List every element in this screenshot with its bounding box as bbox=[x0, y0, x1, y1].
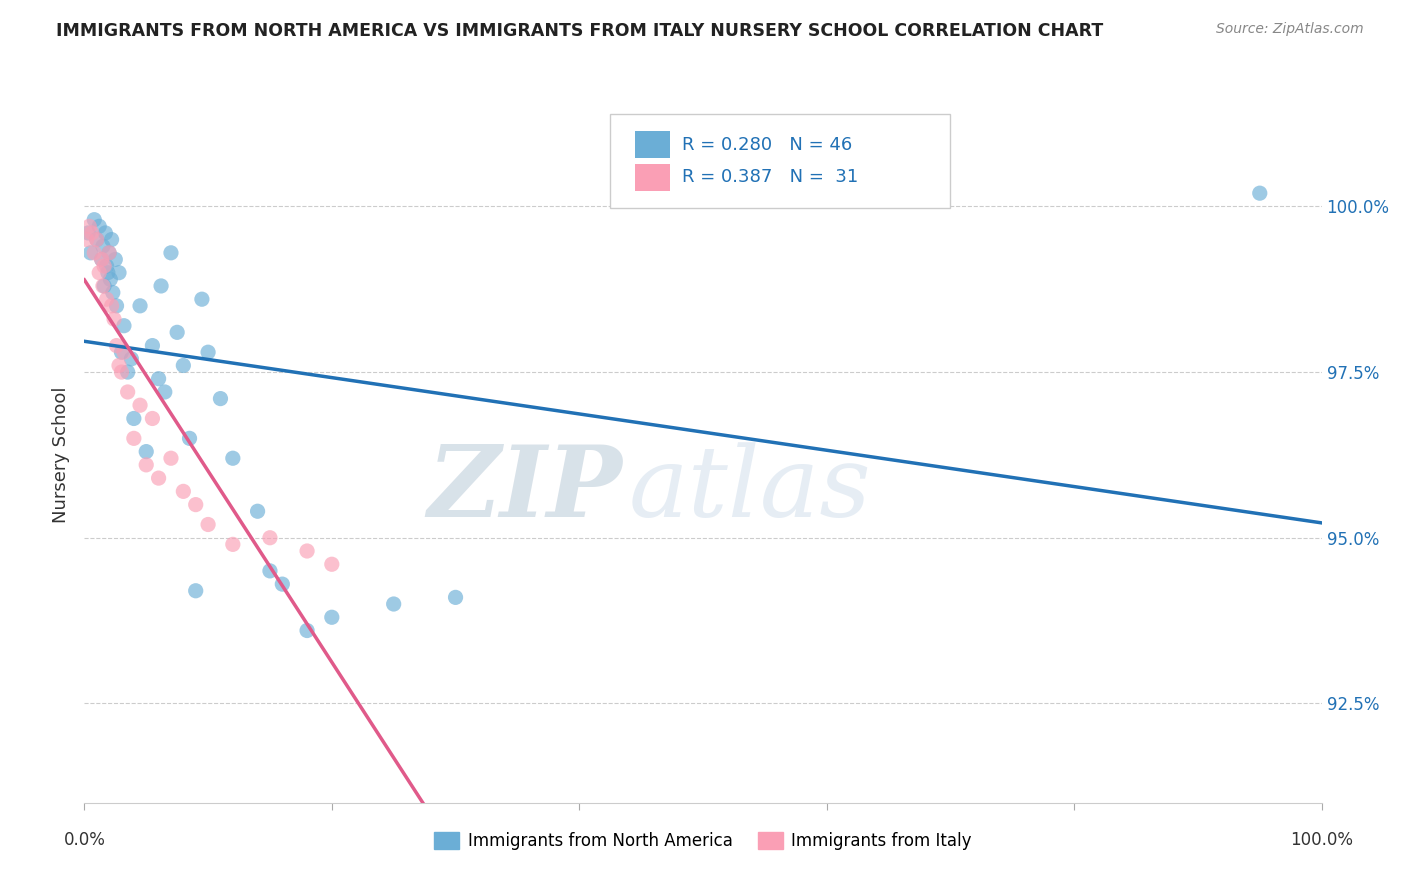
Immigrants from North America bbox=[246, 504, 269, 518]
Immigrants from Italy bbox=[98, 245, 121, 260]
Immigrants from Italy bbox=[122, 431, 145, 445]
Immigrants from Italy bbox=[100, 299, 122, 313]
Immigrants from North America bbox=[101, 285, 124, 300]
Immigrants from Italy bbox=[86, 233, 108, 247]
Immigrants from North America bbox=[259, 564, 281, 578]
Immigrants from Italy bbox=[141, 411, 163, 425]
Immigrants from North America bbox=[179, 431, 201, 445]
Immigrants from Italy bbox=[89, 266, 111, 280]
Text: R = 0.280   N = 46: R = 0.280 N = 46 bbox=[682, 136, 852, 153]
Immigrants from Italy bbox=[135, 458, 157, 472]
Immigrants from North America bbox=[197, 345, 219, 359]
Immigrants from Italy bbox=[259, 531, 281, 545]
Immigrants from Italy bbox=[76, 233, 98, 247]
Immigrants from North America bbox=[112, 318, 135, 333]
Immigrants from Italy bbox=[184, 498, 207, 512]
Immigrants from Italy bbox=[105, 338, 128, 352]
Immigrants from Italy bbox=[110, 365, 132, 379]
Immigrants from Italy bbox=[129, 398, 152, 412]
FancyBboxPatch shape bbox=[610, 114, 950, 208]
Immigrants from North America bbox=[166, 326, 188, 340]
Text: R = 0.387   N =  31: R = 0.387 N = 31 bbox=[682, 169, 858, 186]
Immigrants from North America bbox=[271, 577, 294, 591]
Immigrants from North America bbox=[89, 219, 111, 234]
Immigrants from Italy bbox=[93, 259, 115, 273]
Immigrants from North America bbox=[184, 583, 207, 598]
Immigrants from North America bbox=[141, 338, 163, 352]
Immigrants from North America bbox=[172, 359, 194, 373]
Text: 0.0%: 0.0% bbox=[63, 830, 105, 848]
Immigrants from North America bbox=[153, 384, 176, 399]
Text: Source: ZipAtlas.com: Source: ZipAtlas.com bbox=[1216, 22, 1364, 37]
Immigrants from Italy bbox=[148, 471, 170, 485]
Immigrants from North America bbox=[77, 226, 100, 240]
Immigrants from North America bbox=[96, 259, 118, 273]
Immigrants from North America bbox=[100, 233, 122, 247]
Y-axis label: Nursery School: Nursery School bbox=[52, 386, 70, 524]
Immigrants from North America bbox=[117, 365, 139, 379]
Immigrants from Italy bbox=[83, 245, 105, 260]
Immigrants from North America bbox=[129, 299, 152, 313]
Immigrants from Italy bbox=[96, 292, 118, 306]
Text: 100.0%: 100.0% bbox=[1291, 830, 1353, 848]
Immigrants from North America bbox=[83, 212, 105, 227]
Immigrants from Italy bbox=[321, 558, 343, 572]
Immigrants from Italy bbox=[197, 517, 219, 532]
Immigrants from North America bbox=[222, 451, 245, 466]
Immigrants from North America bbox=[150, 279, 173, 293]
Immigrants from North America bbox=[94, 226, 117, 240]
Immigrants from Italy bbox=[90, 252, 112, 267]
Immigrants from North America bbox=[97, 266, 120, 280]
Legend: Immigrants from North America, Immigrants from Italy: Immigrants from North America, Immigrant… bbox=[427, 826, 979, 857]
Immigrants from North America bbox=[191, 292, 214, 306]
Immigrants from North America bbox=[160, 245, 183, 260]
Immigrants from Italy bbox=[117, 384, 139, 399]
Immigrants from North America bbox=[104, 252, 127, 267]
Text: atlas: atlas bbox=[628, 442, 872, 537]
Text: ZIP: ZIP bbox=[427, 442, 623, 538]
Immigrants from North America bbox=[93, 279, 115, 293]
Immigrants from Italy bbox=[103, 312, 125, 326]
Immigrants from North America bbox=[148, 372, 170, 386]
Immigrants from North America bbox=[86, 233, 108, 247]
Immigrants from North America bbox=[110, 345, 132, 359]
Immigrants from Italy bbox=[108, 359, 131, 373]
Immigrants from Italy bbox=[91, 279, 114, 293]
Immigrants from North America bbox=[209, 392, 232, 406]
Immigrants from North America bbox=[1249, 186, 1271, 201]
FancyBboxPatch shape bbox=[636, 164, 669, 191]
Immigrants from Italy bbox=[295, 544, 318, 558]
Immigrants from North America bbox=[108, 266, 131, 280]
Immigrants from North America bbox=[444, 591, 467, 605]
Text: IMMIGRANTS FROM NORTH AMERICA VS IMMIGRANTS FROM ITALY NURSERY SCHOOL CORRELATIO: IMMIGRANTS FROM NORTH AMERICA VS IMMIGRA… bbox=[56, 22, 1104, 40]
Immigrants from North America bbox=[105, 299, 128, 313]
Immigrants from North America bbox=[91, 239, 114, 253]
Immigrants from North America bbox=[122, 411, 145, 425]
Immigrants from North America bbox=[382, 597, 405, 611]
Immigrants from North America bbox=[79, 245, 101, 260]
Immigrants from North America bbox=[120, 351, 142, 366]
Immigrants from Italy bbox=[160, 451, 183, 466]
Immigrants from Italy bbox=[172, 484, 194, 499]
Immigrants from Italy bbox=[112, 345, 135, 359]
Immigrants from North America bbox=[321, 610, 343, 624]
Immigrants from North America bbox=[295, 624, 318, 638]
Immigrants from Italy bbox=[222, 537, 245, 551]
Immigrants from North America bbox=[90, 252, 112, 267]
FancyBboxPatch shape bbox=[636, 131, 669, 158]
Immigrants from North America bbox=[135, 444, 157, 458]
Immigrants from Italy bbox=[79, 219, 101, 234]
Immigrants from North America bbox=[98, 272, 121, 286]
Immigrants from Italy bbox=[80, 226, 103, 240]
Immigrants from North America bbox=[98, 245, 121, 260]
